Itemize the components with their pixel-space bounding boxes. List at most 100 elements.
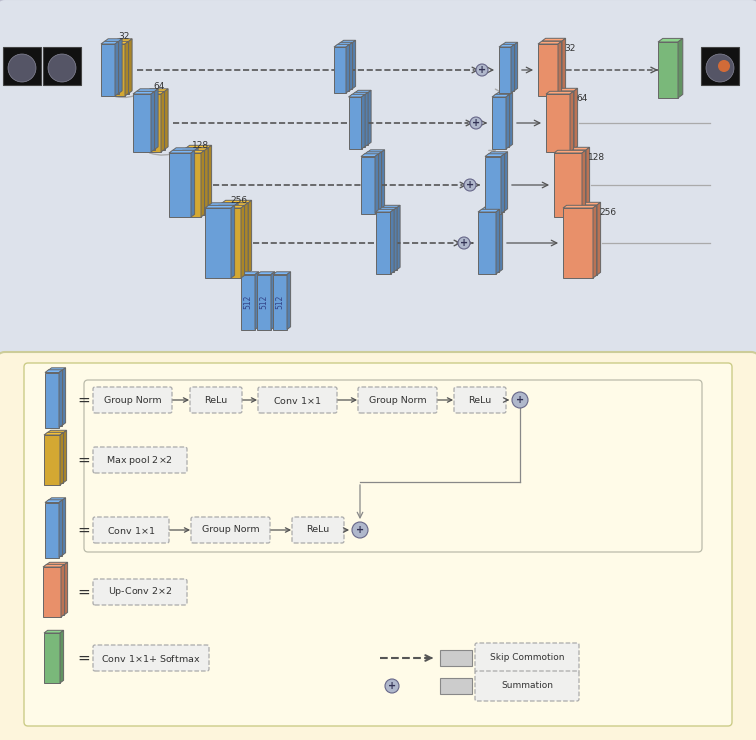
Polygon shape xyxy=(394,207,397,272)
FancyBboxPatch shape xyxy=(358,387,437,413)
Bar xyxy=(478,212,496,274)
Text: =: = xyxy=(77,585,90,599)
Text: +: + xyxy=(478,65,486,75)
Polygon shape xyxy=(119,38,122,93)
Polygon shape xyxy=(349,42,352,91)
Bar xyxy=(48,500,62,556)
Polygon shape xyxy=(61,565,64,617)
Polygon shape xyxy=(504,152,507,212)
Polygon shape xyxy=(488,152,507,155)
Bar xyxy=(209,206,234,275)
Polygon shape xyxy=(44,432,64,435)
Polygon shape xyxy=(231,205,234,278)
Polygon shape xyxy=(355,90,371,93)
Polygon shape xyxy=(45,500,63,502)
Text: 256: 256 xyxy=(230,196,247,205)
Polygon shape xyxy=(215,205,245,208)
Bar xyxy=(352,95,364,147)
Bar xyxy=(492,97,506,149)
Polygon shape xyxy=(143,91,165,94)
Polygon shape xyxy=(115,41,119,96)
Polygon shape xyxy=(111,41,129,44)
Text: =: = xyxy=(77,452,90,468)
Text: 64: 64 xyxy=(153,82,164,91)
Bar xyxy=(563,208,593,278)
Polygon shape xyxy=(554,150,586,153)
Polygon shape xyxy=(396,205,400,270)
Polygon shape xyxy=(538,41,562,44)
Bar xyxy=(45,502,59,557)
Polygon shape xyxy=(352,40,355,89)
Circle shape xyxy=(48,54,76,82)
Polygon shape xyxy=(101,41,119,44)
Text: Group Norm: Group Norm xyxy=(202,525,259,534)
Text: +: + xyxy=(472,118,480,128)
Bar xyxy=(172,150,194,215)
FancyBboxPatch shape xyxy=(93,579,187,605)
Polygon shape xyxy=(381,149,385,209)
Text: ReLu: ReLu xyxy=(306,525,330,534)
FancyBboxPatch shape xyxy=(0,352,756,740)
Bar xyxy=(169,153,191,217)
Polygon shape xyxy=(364,92,368,147)
Circle shape xyxy=(352,522,368,538)
Bar xyxy=(340,43,352,89)
Polygon shape xyxy=(205,148,208,215)
Text: 128: 128 xyxy=(588,153,605,162)
Circle shape xyxy=(8,54,36,82)
Polygon shape xyxy=(334,44,349,47)
Text: 64: 64 xyxy=(576,94,587,103)
Bar xyxy=(133,94,151,152)
FancyBboxPatch shape xyxy=(24,363,732,726)
Text: =: = xyxy=(77,392,90,408)
Bar xyxy=(222,203,248,273)
Polygon shape xyxy=(241,205,245,278)
Bar xyxy=(337,45,349,91)
Polygon shape xyxy=(191,150,194,217)
Bar xyxy=(43,567,61,617)
FancyBboxPatch shape xyxy=(191,517,270,543)
Text: Skip Commotion: Skip Commotion xyxy=(490,653,564,662)
Polygon shape xyxy=(179,150,205,153)
Polygon shape xyxy=(104,38,122,41)
Polygon shape xyxy=(367,149,385,152)
Polygon shape xyxy=(63,430,67,483)
Text: Conv 1$\times$1: Conv 1$\times$1 xyxy=(274,394,321,406)
Polygon shape xyxy=(361,94,365,149)
Polygon shape xyxy=(44,630,64,633)
Polygon shape xyxy=(208,145,212,212)
Bar xyxy=(382,208,396,270)
Bar xyxy=(104,41,119,93)
Polygon shape xyxy=(151,91,154,152)
Circle shape xyxy=(464,179,476,191)
Polygon shape xyxy=(45,370,63,372)
Text: Conv 1$\times$1+ Softmax: Conv 1$\times$1+ Softmax xyxy=(101,653,201,664)
Polygon shape xyxy=(361,154,379,156)
Polygon shape xyxy=(391,209,394,274)
Bar xyxy=(376,212,391,274)
Polygon shape xyxy=(502,42,518,45)
Polygon shape xyxy=(352,92,368,95)
Bar xyxy=(47,433,63,483)
Circle shape xyxy=(706,54,734,82)
Polygon shape xyxy=(165,89,168,149)
Polygon shape xyxy=(172,148,198,150)
Polygon shape xyxy=(205,205,234,208)
Polygon shape xyxy=(593,205,596,278)
Bar xyxy=(101,44,115,96)
Polygon shape xyxy=(597,202,600,275)
Polygon shape xyxy=(499,44,515,47)
Bar xyxy=(485,156,501,214)
Text: 512: 512 xyxy=(243,295,253,309)
FancyBboxPatch shape xyxy=(292,517,344,543)
Bar xyxy=(550,91,574,149)
Bar xyxy=(44,633,60,683)
Polygon shape xyxy=(485,154,504,156)
FancyBboxPatch shape xyxy=(93,447,187,473)
Polygon shape xyxy=(562,38,565,93)
Polygon shape xyxy=(586,147,590,214)
Polygon shape xyxy=(478,209,500,212)
Polygon shape xyxy=(340,40,355,43)
Text: =: = xyxy=(77,522,90,537)
Polygon shape xyxy=(375,154,379,214)
